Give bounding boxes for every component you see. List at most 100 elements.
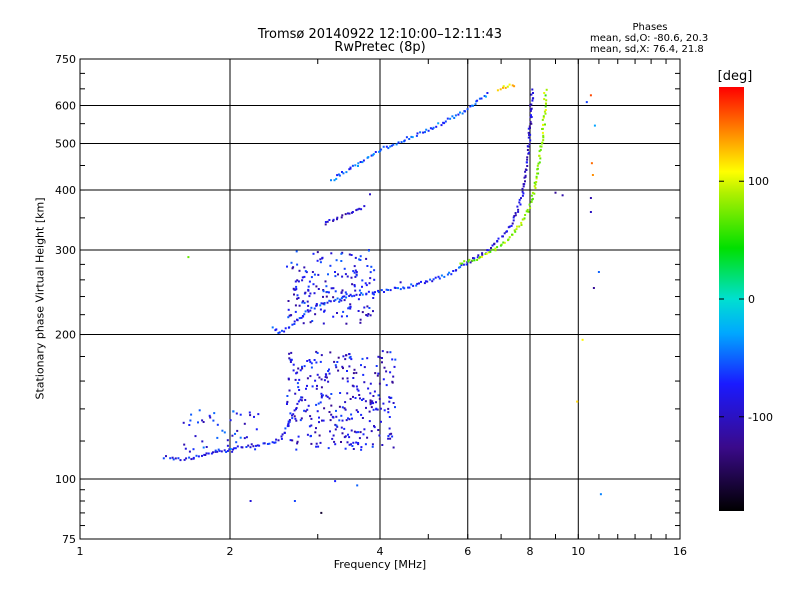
echo-point [544, 94, 547, 97]
echo-point [306, 300, 309, 303]
echo-point [327, 273, 329, 276]
echo-point [365, 292, 368, 295]
echo-point [255, 428, 258, 431]
echo-point [545, 102, 547, 105]
echo-point [481, 252, 484, 255]
echo-point [359, 161, 362, 163]
echo-point [468, 258, 471, 261]
echo-point [312, 283, 315, 286]
echo-point [332, 219, 335, 222]
echo-point [531, 99, 534, 102]
echo-point [308, 280, 311, 283]
echo-point [298, 378, 301, 381]
echo-point [355, 209, 358, 212]
echo-point [318, 421, 320, 424]
echo-point [518, 201, 521, 204]
echo-point [366, 357, 369, 360]
echo-point [392, 446, 395, 449]
echo-point [314, 431, 317, 434]
echo-point [315, 442, 318, 445]
echo-point [278, 331, 281, 334]
echo-point [372, 153, 375, 156]
echo-point [458, 266, 460, 269]
echo-point [361, 311, 364, 314]
echo-point [332, 287, 335, 290]
echo-point [271, 441, 274, 444]
ticks-layer: 1 2 4 6 8 10 16 75 100 200 300 400 500 600 750 [55, 53, 687, 558]
echo-point [369, 314, 372, 317]
x-tick-label: 2 [227, 545, 234, 558]
echo-point [290, 314, 293, 317]
echo-point [295, 407, 298, 409]
echo-point [463, 260, 466, 263]
echo-point [340, 315, 343, 318]
echo-point [343, 407, 346, 410]
echo-point [183, 443, 186, 446]
echo-point [440, 124, 443, 127]
echo-point [323, 407, 326, 410]
echo-point [320, 396, 323, 399]
echo-point [315, 445, 318, 448]
echo-point [371, 445, 374, 448]
echo-point [520, 197, 522, 200]
echo-point [281, 329, 283, 332]
echo-point [335, 177, 338, 180]
echo-point [386, 351, 389, 354]
echo-point [316, 410, 319, 413]
echo-point [319, 401, 322, 404]
echo-point [334, 290, 337, 293]
echo-point [341, 432, 344, 435]
echo-point [212, 419, 215, 422]
echo-point [355, 431, 358, 434]
echo-point [362, 159, 365, 162]
echo-point [277, 332, 280, 334]
echo-point [326, 220, 329, 223]
echo-point [332, 296, 335, 299]
echo-point [371, 154, 374, 157]
echo-point [362, 373, 365, 376]
echo-point [525, 210, 528, 213]
echo-point [309, 321, 312, 324]
echo-point [542, 123, 544, 126]
echo-point [460, 264, 463, 267]
echo-point [524, 170, 527, 173]
echo-point [387, 435, 390, 437]
echo-point [328, 372, 331, 375]
echo-point [394, 406, 396, 409]
echo-point [526, 208, 529, 211]
echo-point [392, 402, 395, 404]
echo-point [479, 256, 481, 259]
echo-point [249, 414, 252, 417]
echo-point [288, 357, 291, 360]
echo-point [385, 288, 388, 291]
echo-point [527, 136, 530, 139]
echo-point [354, 164, 357, 167]
echo-point [256, 444, 259, 447]
echo-point [388, 427, 391, 430]
echo-point [542, 136, 545, 139]
echo-point [294, 280, 297, 283]
echo-point [476, 256, 479, 259]
echo-point [320, 378, 323, 381]
echo-point [341, 295, 344, 298]
echo-point [368, 307, 371, 309]
x-tick-label: 6 [464, 545, 471, 558]
echo-point [369, 382, 372, 385]
echo-point [529, 104, 532, 107]
echo-point [514, 230, 517, 233]
echo-point [380, 420, 382, 423]
echo-point [443, 122, 446, 125]
echo-point [383, 409, 386, 412]
echo-point [328, 411, 331, 413]
echo-point [307, 304, 310, 307]
echo-point [347, 417, 349, 420]
echo-point [354, 256, 357, 259]
echo-point [205, 452, 208, 455]
echo-point [290, 351, 293, 354]
echo-point [275, 438, 278, 441]
echo-point [309, 415, 312, 418]
echo-point [299, 369, 302, 372]
echo-point [323, 309, 326, 312]
echo-point [328, 299, 331, 302]
echo-point [531, 88, 534, 91]
